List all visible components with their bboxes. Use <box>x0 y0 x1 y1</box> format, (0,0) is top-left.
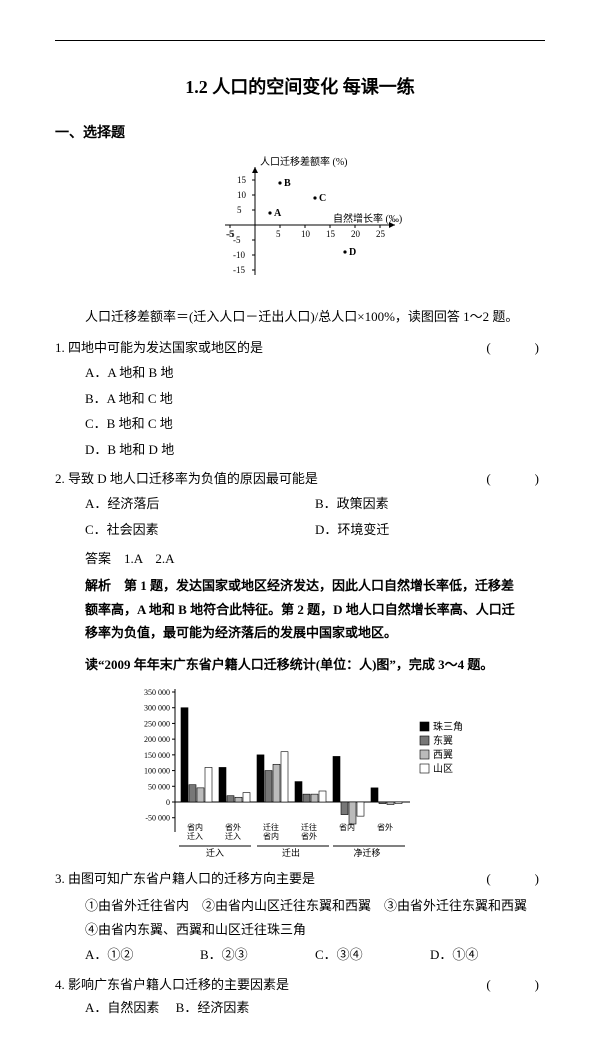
svg-text:西翼: 西翼 <box>433 749 453 761</box>
svg-text:A: A <box>274 208 282 219</box>
svg-text:省外: 省外 <box>225 822 241 832</box>
q2-opt-d: D．环境变迁 <box>315 518 545 541</box>
svg-text:省外: 省外 <box>301 831 317 841</box>
svg-text:200 000: 200 000 <box>144 735 170 744</box>
svg-text:自然增长率 (‰): 自然增长率 (‰) <box>333 212 402 225</box>
svg-text:人口迁移差额率 (%): 人口迁移差额率 (%) <box>260 155 348 168</box>
svg-text:山区: 山区 <box>433 763 453 775</box>
q2-paren: ( ) <box>478 467 545 490</box>
svg-text:迁入: 迁入 <box>187 831 203 841</box>
q4-opt-a: A．自然因素 <box>85 1000 159 1015</box>
q3-stem: 3. 由图可知广东省户籍人口的迁移方向主要是 <box>55 867 478 890</box>
q3-sub: ①由省外迁往省内 ②由省内山区迁往东翼和西翼 ③由省外迁往东翼和西翼 ④由省内东… <box>85 894 545 941</box>
svg-text:B: B <box>284 178 291 189</box>
q3-opt-a: A．①② <box>85 943 200 966</box>
svg-text:300 000: 300 000 <box>144 704 170 713</box>
svg-text:10: 10 <box>237 190 247 200</box>
svg-text:省外: 省外 <box>377 822 393 832</box>
q1-opt-b: B．A 地和 C 地 <box>85 387 545 410</box>
svg-text:15: 15 <box>237 175 247 185</box>
explain-text: 第 1 题，发达国家或地区经济发达，因此人口自然增长率低，迁移差额率高，A 地和… <box>85 578 515 640</box>
q3-row: 3. 由图可知广东省户籍人口的迁移方向主要是 ( ) <box>55 867 545 890</box>
q3-opt-d: D．①④ <box>430 943 545 966</box>
svg-text:-15: -15 <box>233 265 245 275</box>
svg-text:100 000: 100 000 <box>144 767 170 776</box>
svg-text:5: 5 <box>276 229 281 239</box>
section-heading: 一、选择题 <box>55 121 545 146</box>
top-rule <box>55 40 545 41</box>
q4-options: A．自然因素 B．经济因素 <box>85 996 545 1019</box>
explain-12: 解析 第 1 题，发达国家或地区经济发达，因此人口自然增长率低，迁移差额率高，A… <box>85 574 515 644</box>
page-title: 1.2 人口的空间变化 每课一练 <box>55 71 545 103</box>
q1-paren: ( ) <box>478 336 545 359</box>
svg-text:C: C <box>319 193 326 204</box>
svg-text:迁出: 迁出 <box>282 847 300 857</box>
q2-opt-a: A．经济落后 <box>85 492 315 515</box>
svg-text:250 000: 250 000 <box>144 719 170 728</box>
svg-text:20: 20 <box>351 229 361 239</box>
svg-text:-5: -5 <box>227 229 235 239</box>
svg-text:0: 0 <box>166 798 170 807</box>
svg-text:省内: 省内 <box>339 822 355 832</box>
svg-text:15: 15 <box>326 229 336 239</box>
explain-label: 解析 <box>85 578 111 593</box>
q1-opt-c: C．B 地和 C 地 <box>85 412 545 435</box>
q2-row: 2. 导致 D 地人口迁移率为负值的原因最可能是 ( ) <box>55 467 545 490</box>
svg-text:东翼: 东翼 <box>433 734 453 747</box>
q1-stem: 1. 四地中可能为发达国家或地区的是 <box>55 336 478 359</box>
bar-figure: 0 50 000 100 000 150 000 200 000 250 000 300 0… <box>55 682 545 857</box>
q2-options: A．经济落后 B．政策因素 C．社会因素 D．环境变迁 <box>85 492 545 541</box>
svg-text:150 000: 150 000 <box>144 751 170 760</box>
q2-opt-c: C．社会因素 <box>85 518 315 541</box>
q1-opt-a: A．A 地和 B 地 <box>85 361 545 384</box>
q4-paren: ( ) <box>478 973 545 996</box>
q2-stem: 2. 导致 D 地人口迁移率为负值的原因最可能是 <box>55 467 478 490</box>
read-line: 读“2009 年年末广东省户籍人口迁移统计(单位：人)图”，完成 3～4 题。 <box>85 653 545 676</box>
scatter-figure: 人口迁移差额率 (%)自然增长率 (‰)-551015202551015-5-1… <box>55 155 545 295</box>
svg-text:迁入: 迁入 <box>206 848 224 857</box>
q4-stem: 4. 影响广东省户籍人口迁移的主要因素是 <box>55 973 478 996</box>
svg-text:迁入: 迁入 <box>225 831 241 841</box>
formula-line: 人口迁移差额率＝(迁入人口－迁出人口)/总人口×100%，读图回答 1～2 题。 <box>85 305 545 328</box>
q3-opt-c: C．③④ <box>315 943 430 966</box>
svg-text:50 000: 50 000 <box>148 782 170 791</box>
svg-text:省内: 省内 <box>187 822 203 832</box>
q4-opt-b: B．经济因素 <box>176 1000 250 1015</box>
q2-opt-b: B．政策因素 <box>315 492 545 515</box>
svg-text:珠三角: 珠三角 <box>433 720 463 733</box>
q3-options: A．①② B．②③ C．③④ D．①④ <box>85 943 545 966</box>
q4-row: 4. 影响广东省户籍人口迁移的主要因素是 ( ) <box>55 973 545 996</box>
svg-text:5: 5 <box>237 205 242 215</box>
q3-paren: ( ) <box>478 867 545 890</box>
answers-12: 答案 1.A 2.A <box>85 547 545 570</box>
svg-text:迁往: 迁往 <box>263 822 279 832</box>
q1-row: 1. 四地中可能为发达国家或地区的是 ( ) <box>55 336 545 359</box>
svg-text:-50 000: -50 000 <box>145 814 170 823</box>
q1-opt-d: D．B 地和 D 地 <box>85 438 545 461</box>
svg-text:25: 25 <box>376 229 386 239</box>
q1-options: A．A 地和 B 地 B．A 地和 C 地 C．B 地和 C 地 D．B 地和 … <box>85 361 545 461</box>
svg-text:350 000: 350 000 <box>144 688 170 697</box>
svg-text:-10: -10 <box>233 250 245 260</box>
q3-opt-b: B．②③ <box>200 943 315 966</box>
svg-text:迁往: 迁往 <box>301 822 317 832</box>
svg-text:净迁移: 净迁移 <box>353 847 380 857</box>
svg-text:D: D <box>349 247 356 258</box>
svg-text:10: 10 <box>301 229 311 239</box>
svg-text:省内: 省内 <box>263 831 279 841</box>
